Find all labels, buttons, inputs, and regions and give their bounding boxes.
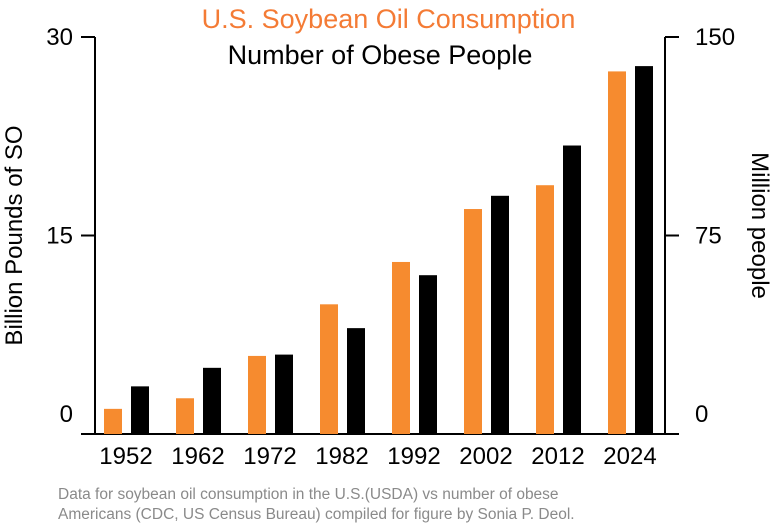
bar-soybean-oil-1962	[176, 398, 194, 434]
x-tick-label: 1952	[99, 443, 152, 470]
bar-obese-people-1952	[131, 386, 149, 434]
bar-soybean-oil-2024	[608, 71, 626, 434]
footnote: Data for soybean oil consumption in the …	[58, 485, 575, 525]
x-tick-label: 1992	[387, 443, 440, 470]
y2-tick-label: 150	[695, 24, 735, 51]
bar-obese-people-1972	[275, 354, 293, 434]
y-tick-label: 30	[46, 24, 73, 51]
y2-axis-label: Million people	[746, 152, 773, 299]
bar-soybean-oil-1952	[104, 408, 122, 434]
x-tick-label: 1982	[315, 443, 368, 470]
x-tick-label: 2012	[531, 443, 584, 470]
bar-soybean-oil-1992	[392, 261, 410, 434]
bar-soybean-oil-2002	[464, 209, 482, 434]
x-tick-label: 2002	[459, 443, 512, 470]
bar-obese-people-2012	[563, 145, 581, 434]
chart-title: U.S. Soybean Oil Consumption	[201, 4, 576, 34]
x-tick-label: 2024	[603, 443, 656, 470]
x-tick-label: 1962	[171, 443, 224, 470]
bar-obese-people-2002	[491, 195, 509, 434]
y-axis-label: Billion Pounds of SO	[1, 125, 28, 345]
footnote-line-2: Americans (CDC, US Census Bureau) compil…	[58, 506, 575, 523]
y2-tick-label: 0	[695, 401, 708, 428]
bar-obese-people-1982	[347, 328, 365, 434]
footnote-line-1: Data for soybean oil consumption in the …	[58, 486, 559, 503]
y-tick-label: 15	[46, 223, 73, 250]
bar-soybean-oil-1972	[248, 355, 266, 434]
bar-soybean-oil-2012	[536, 185, 554, 434]
bar-obese-people-1962	[203, 367, 221, 434]
x-tick-label: 1972	[243, 443, 296, 470]
y2-tick-label: 75	[695, 223, 722, 250]
bar-obese-people-1992	[419, 275, 437, 434]
bar-soybean-oil-1982	[320, 304, 338, 434]
bar-obese-people-2024	[635, 66, 653, 434]
chart-subtitle: Number of Obese People	[227, 40, 533, 70]
y-tick-label: 0	[60, 401, 73, 428]
